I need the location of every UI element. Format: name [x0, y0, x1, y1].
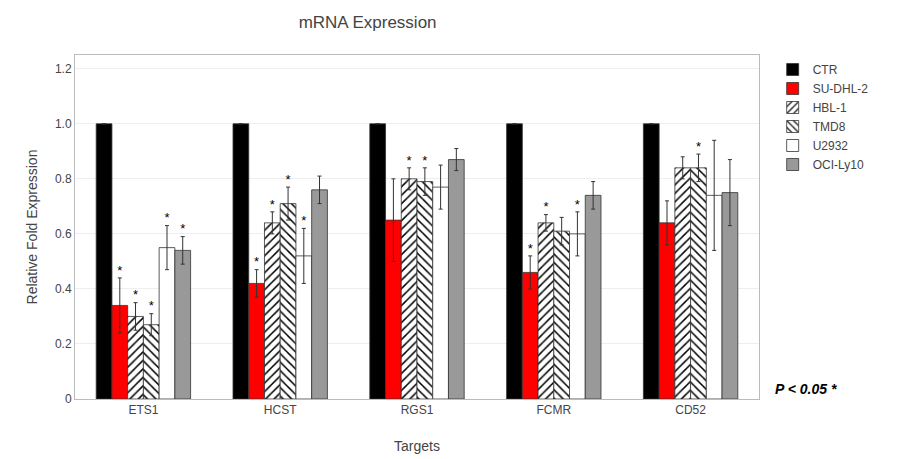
- svg-text:Relative Fold Expression: Relative Fold Expression: [24, 150, 40, 305]
- svg-text:SU-DHL-2: SU-DHL-2: [813, 82, 869, 96]
- svg-text:*: *: [270, 197, 275, 212]
- svg-text:*: *: [149, 298, 154, 313]
- svg-text:0.4: 0.4: [55, 282, 72, 296]
- svg-text:1.0: 1.0: [55, 117, 72, 131]
- svg-text:*: *: [133, 287, 138, 302]
- svg-text:*: *: [528, 241, 533, 256]
- svg-text:*: *: [180, 221, 185, 236]
- svg-text:0: 0: [65, 392, 72, 406]
- svg-text:*: *: [301, 213, 306, 228]
- svg-text:OCI-Ly10: OCI-Ly10: [813, 158, 864, 172]
- svg-text:*: *: [575, 197, 580, 212]
- svg-text:0.6: 0.6: [55, 227, 72, 241]
- svg-text:*: *: [422, 153, 427, 168]
- svg-text:Targets: Targets: [394, 438, 440, 454]
- svg-text:0.8: 0.8: [55, 172, 72, 186]
- svg-text:mRNA Expression: mRNA Expression: [299, 13, 437, 32]
- svg-text:P < 0.05 *: P < 0.05 *: [775, 381, 837, 397]
- svg-text:U2932: U2932: [813, 139, 849, 153]
- svg-text:RGS1: RGS1: [401, 403, 434, 417]
- svg-text:TMD8: TMD8: [813, 120, 846, 134]
- svg-text:ETS1: ETS1: [128, 403, 158, 417]
- svg-text:FCMR: FCMR: [536, 403, 571, 417]
- svg-text:HCST: HCST: [264, 403, 297, 417]
- svg-text:0.2: 0.2: [55, 337, 72, 351]
- svg-text:*: *: [117, 263, 122, 278]
- svg-text:*: *: [286, 172, 291, 187]
- svg-text:*: *: [543, 199, 548, 214]
- svg-text:*: *: [696, 139, 701, 154]
- svg-text:HBL-1: HBL-1: [813, 101, 847, 115]
- svg-text:*: *: [407, 153, 412, 168]
- svg-text:1.2: 1.2: [55, 62, 72, 76]
- svg-text:*: *: [164, 210, 169, 225]
- svg-text:*: *: [254, 254, 259, 269]
- svg-text:CTR: CTR: [813, 63, 838, 77]
- svg-text:CD52: CD52: [675, 403, 706, 417]
